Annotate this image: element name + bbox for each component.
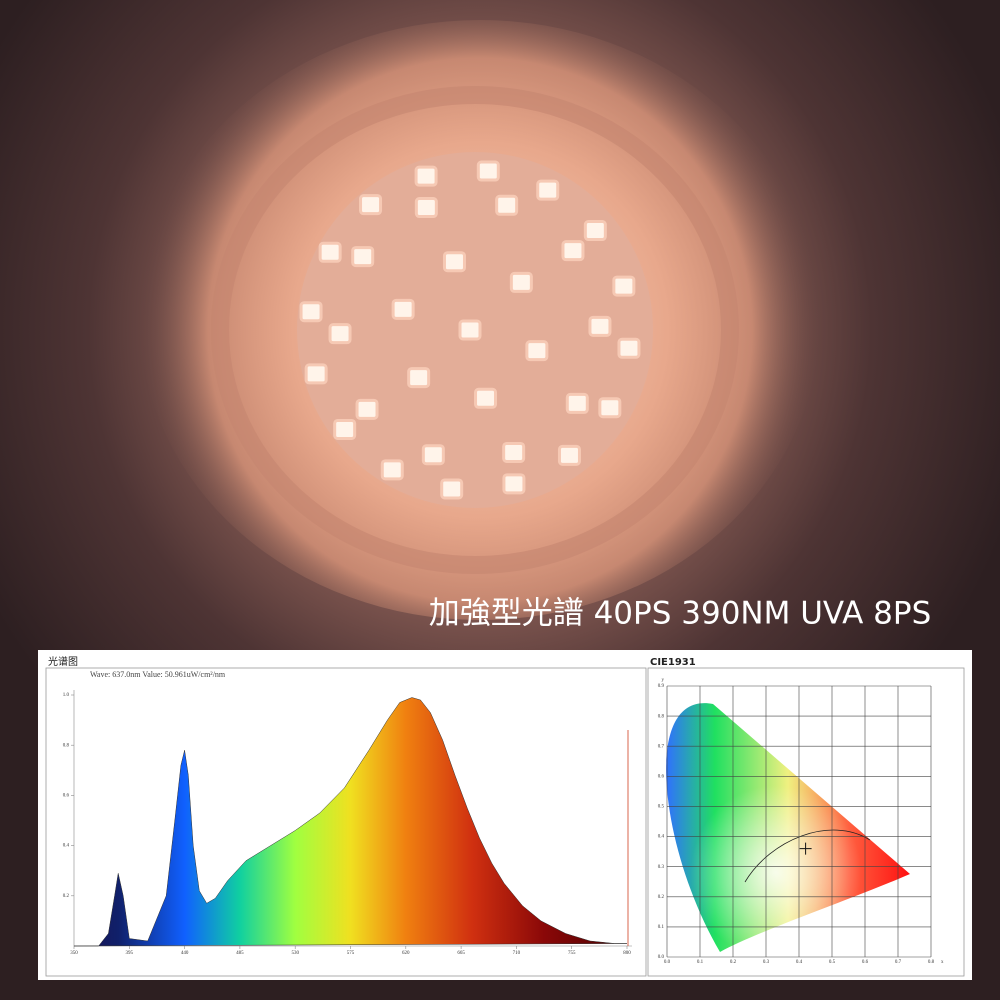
led bbox=[583, 220, 607, 242]
x-tick-label: 0.1 bbox=[697, 960, 704, 965]
x-tick-label: 710 bbox=[513, 951, 521, 956]
led bbox=[391, 298, 415, 320]
x-tick-label: 0.7 bbox=[895, 960, 902, 965]
chromaticity-point bbox=[799, 842, 812, 855]
y-tick-label: 0.4 bbox=[658, 835, 665, 840]
y-tick-label: 0.8 bbox=[658, 714, 665, 719]
y-tick-label: 0.8 bbox=[63, 743, 70, 748]
x-tick-label: 0.4 bbox=[796, 960, 803, 965]
y-tick-label: 0.1 bbox=[658, 925, 665, 930]
x-tick-label: 440 bbox=[181, 951, 189, 956]
x-tick-label: 0.8 bbox=[928, 960, 935, 965]
led bbox=[617, 337, 641, 359]
y-tick-label: 0.6 bbox=[63, 794, 70, 799]
y-tick-label: 0.3 bbox=[658, 865, 665, 870]
y-tick-label: 1.0 bbox=[63, 693, 70, 698]
x-tick-label: 575 bbox=[347, 951, 355, 956]
led bbox=[351, 246, 375, 268]
x-tick-label: 530 bbox=[291, 951, 299, 956]
y-tick-label: 0.7 bbox=[658, 744, 665, 749]
x-tick-label: 665 bbox=[457, 951, 465, 956]
spectrum-area bbox=[73, 697, 628, 947]
led bbox=[502, 473, 526, 495]
x-tick-label: 755 bbox=[568, 951, 576, 956]
x-tick-label: 0.2 bbox=[730, 960, 737, 965]
y-tick-label: 0.2 bbox=[658, 895, 665, 900]
x-tick-label: 0.6 bbox=[862, 960, 869, 965]
cie-title: CIE1931 bbox=[650, 657, 696, 668]
planckian-locus bbox=[744, 829, 871, 883]
x-tick-label: 0.5 bbox=[829, 960, 836, 965]
led bbox=[442, 251, 466, 273]
x-tick-label: 0.0 bbox=[664, 960, 671, 965]
led bbox=[565, 392, 589, 414]
cie-white bbox=[666, 703, 910, 952]
y-tick-label: 0.4 bbox=[63, 844, 70, 849]
lamp-ring bbox=[211, 86, 739, 574]
led bbox=[557, 444, 581, 466]
spectrum-title: 光谱图 bbox=[48, 655, 78, 668]
spectrum-subtitle: Wave: 637.0nm Value: 50.961uW/cm²/nm bbox=[90, 670, 226, 679]
led bbox=[474, 387, 498, 409]
led bbox=[495, 194, 519, 216]
x-tick-label: 620 bbox=[402, 951, 410, 956]
x-tick-label: 0.3 bbox=[763, 960, 770, 965]
led bbox=[458, 319, 482, 341]
y-axis-label: y bbox=[662, 678, 665, 683]
x-tick-label: 350 bbox=[70, 951, 78, 956]
x-tick-label: 395 bbox=[126, 951, 134, 956]
led bbox=[299, 301, 323, 323]
led bbox=[333, 418, 357, 440]
led-group bbox=[299, 160, 641, 500]
led bbox=[536, 179, 560, 201]
caption: 加強型光譜 40PS 390NM UVA 8PS bbox=[429, 596, 932, 632]
x-tick-label: 800 bbox=[623, 951, 631, 956]
led bbox=[359, 194, 383, 216]
y-tick-label: 0.5 bbox=[658, 805, 665, 810]
led bbox=[328, 323, 352, 345]
x-tick-label: 485 bbox=[236, 951, 244, 956]
cie-frame bbox=[647, 667, 965, 977]
y-tick-label: 0.2 bbox=[63, 894, 70, 899]
led bbox=[407, 367, 431, 389]
led bbox=[414, 165, 438, 187]
led bbox=[612, 275, 636, 297]
y-tick-label: 0.6 bbox=[658, 774, 665, 779]
led bbox=[525, 340, 549, 362]
spectrum-frame bbox=[45, 667, 647, 977]
y-tick-label: 0.0 bbox=[658, 955, 665, 960]
x-axis-label: x bbox=[941, 960, 944, 965]
led bbox=[355, 398, 379, 420]
led bbox=[380, 459, 404, 481]
led bbox=[509, 271, 533, 293]
led bbox=[502, 441, 526, 463]
led bbox=[598, 397, 622, 419]
led bbox=[440, 478, 464, 500]
led bbox=[421, 444, 445, 466]
led bbox=[588, 315, 612, 337]
led bbox=[414, 197, 438, 219]
y-tick-label: 0.9 bbox=[658, 684, 665, 689]
led bbox=[304, 363, 328, 385]
led bbox=[318, 241, 342, 263]
led bbox=[476, 160, 500, 182]
led bbox=[561, 240, 585, 262]
